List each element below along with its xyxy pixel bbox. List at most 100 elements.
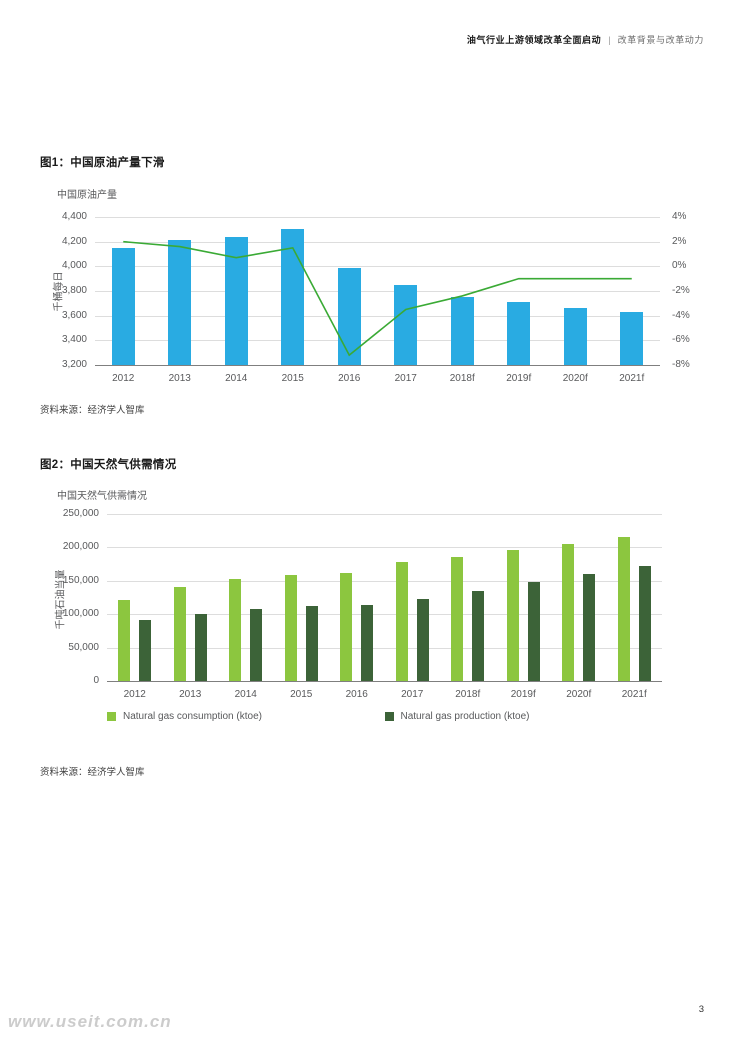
natural-gas-production-bars-2019f	[527, 582, 540, 681]
page-number: 3	[698, 1004, 704, 1015]
secondary-y-axis-tick-label: -6%	[672, 334, 690, 346]
gridline	[95, 291, 660, 292]
crude-oil-production-bars-2020f	[563, 308, 587, 365]
figure2-subtitle: 中国天然气供需情况	[57, 491, 147, 502]
y-axis-tick-label: 3,600	[61, 309, 87, 321]
x-axis-tick-label: 2017	[401, 689, 424, 700]
header-title: 油气行业上游领域改革全面启动	[466, 35, 602, 45]
natural-gas-consumption-bars-2015	[284, 575, 297, 681]
natural-gas-consumption-bars-2019f	[506, 550, 519, 681]
production-swatch-icon	[384, 712, 394, 721]
legend-item-consumption: Natural gas consumption (ktoe)	[107, 711, 385, 722]
gridline	[95, 266, 660, 268]
gridline	[107, 514, 662, 515]
y-axis-tick-label: 3,400	[61, 334, 87, 346]
crude-oil-production-bars-2017	[394, 284, 418, 365]
header-subtitle: 改革背景与改革动力	[617, 35, 704, 45]
gridline	[107, 681, 662, 682]
x-axis-tick-label: 2021f	[621, 689, 647, 700]
crude-oil-production-bars-2018f	[450, 297, 474, 365]
natural-gas-production-bars-2013	[194, 614, 207, 681]
figure2-legend: Natural gas consumption (ktoe) Natural g…	[107, 711, 662, 722]
natural-gas-consumption-bars-2017	[395, 562, 408, 681]
gridline	[95, 217, 660, 218]
natural-gas-consumption-bars-2012	[118, 599, 131, 681]
figure2-title: 图2：中国天然气供需情况	[40, 459, 177, 471]
x-axis-tick-label: 2014	[234, 689, 257, 700]
figure1-source: 资料来源：经济学人智库	[40, 405, 145, 416]
x-axis-tick-label: 2013	[168, 373, 191, 384]
x-axis-tick-label: 2013	[179, 689, 202, 700]
header-separator: |	[608, 35, 611, 45]
figure1-title: 图1：中国原油产量下滑	[40, 157, 165, 169]
gridline	[95, 340, 660, 342]
y-axis-tick-label: 100,000	[62, 608, 99, 620]
y-axis-tick-label: 0	[93, 675, 99, 686]
gridline	[95, 241, 660, 243]
figure1-chart: 3,200 3,400 3,600 3,800 4,000 4,200 4,400 -8% -6…	[62, 211, 690, 384]
consumption-swatch-icon	[107, 712, 116, 721]
x-axis-tick-label: 2015	[281, 373, 304, 384]
crude-oil-production-bars-2014	[224, 236, 248, 365]
crude-oil-production-bars-2021f	[620, 311, 644, 365]
gridline	[107, 647, 662, 649]
crude-oil-production-bars-2012	[111, 247, 135, 365]
x-axis-tick-label: 2017	[394, 373, 417, 384]
x-axis-tick-label: 2016	[345, 689, 368, 700]
gridline	[95, 365, 660, 366]
crude-oil-production-bars-2013	[168, 240, 192, 365]
x-axis-tick-label: 2012	[112, 373, 135, 384]
natural-gas-production-bars-2016	[361, 604, 374, 681]
natural-gas-consumption-bars-2020f	[562, 544, 575, 681]
y-axis-tick-label: 250,000	[62, 508, 99, 519]
yoy-change-line	[123, 240, 632, 357]
secondary-y-axis-tick-label: 4%	[672, 211, 687, 222]
legend-label-consumption: Natural gas consumption (ktoe)	[123, 711, 262, 722]
crude-oil-production-bars-2016	[337, 267, 361, 365]
y-axis-tick-label: 4,400	[61, 211, 87, 222]
x-axis-tick-label: 2021f	[619, 373, 645, 384]
legend-item-production: Natural gas production (ktoe)	[384, 711, 663, 722]
natural-gas-production-bars-2017	[416, 598, 429, 681]
y-axis-tick-label: 50,000	[68, 641, 99, 653]
natural-gas-production-bars-2018f	[472, 590, 485, 681]
gridline	[107, 580, 662, 582]
natural-gas-production-bars-2015	[305, 606, 318, 681]
y-axis-tick-label: 4,000	[61, 260, 87, 272]
y-axis-tick-label: 3,800	[61, 285, 87, 296]
natural-gas-consumption-bars-2016	[340, 572, 353, 681]
figure2-chart: 0 50,000 100,000 150,000 200,000 250,000 2012 2…	[63, 508, 662, 700]
crude-oil-production-bars-2019f	[507, 302, 531, 365]
natural-gas-consumption-bars-2018f	[451, 556, 464, 681]
x-axis-tick-label: 2015	[290, 689, 313, 700]
page-header: 油气行业上游领域改革全面启动 | 改革背景与改革动力	[467, 36, 704, 45]
natural-gas-production-bars-2014	[250, 608, 263, 681]
secondary-y-axis-tick-label: 2%	[672, 235, 687, 247]
secondary-y-axis-tick-label: -4%	[672, 309, 690, 321]
y-axis-tick-label: 3,200	[61, 359, 87, 370]
natural-gas-production-bars-2021f	[638, 566, 651, 681]
legend-label-production: Natural gas production (ktoe)	[400, 711, 530, 722]
crude-oil-production-bars-2015	[281, 229, 305, 365]
x-axis-tick-label: 2020f	[562, 373, 588, 384]
natural-gas-consumption-bars-2021f	[617, 537, 630, 681]
natural-gas-consumption-bars-2013	[173, 587, 186, 681]
y-axis-tick-label: 4,200	[61, 235, 87, 247]
gridline	[107, 547, 662, 549]
natural-gas-production-bars-2012	[139, 619, 152, 681]
gridline	[95, 315, 660, 317]
gridline	[107, 614, 662, 616]
y-axis-tick-label: 150,000	[62, 574, 99, 586]
natural-gas-production-bars-2020f	[583, 574, 596, 681]
figure1-subtitle: 中国原油产量	[57, 190, 117, 201]
figure2-source: 资料来源：经济学人智库	[40, 767, 145, 778]
secondary-y-axis-tick-label: 0%	[672, 260, 687, 272]
x-axis-tick-label: 2019f	[510, 689, 536, 700]
x-axis-tick-label: 2018f	[455, 689, 481, 700]
x-axis-tick-label: 2016	[338, 373, 361, 384]
secondary-y-axis-tick-label: -8%	[672, 359, 690, 370]
x-axis-tick-label: 2019f	[506, 373, 532, 384]
watermark: www.useit.com.cn	[8, 1012, 172, 1031]
x-axis-tick-label: 2014	[225, 373, 248, 384]
